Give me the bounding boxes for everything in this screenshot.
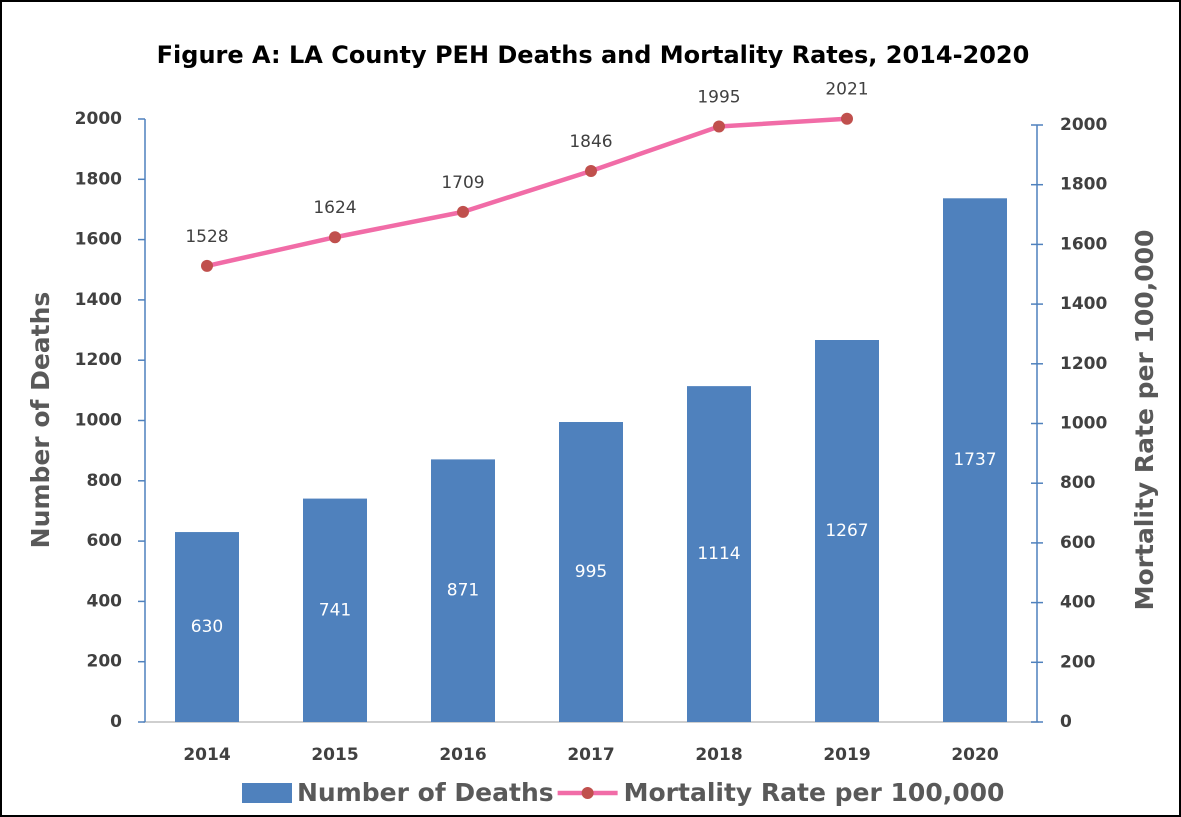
y2-tick-label: 0 bbox=[1060, 712, 1072, 732]
line-marker bbox=[713, 120, 725, 133]
y2-tick-label: 1000 bbox=[1060, 414, 1107, 434]
y2-tick-label: 800 bbox=[1060, 473, 1096, 493]
y-tick-label: 800 bbox=[87, 471, 123, 491]
line-marker bbox=[329, 231, 341, 244]
line-value-label: 1995 bbox=[697, 87, 740, 107]
bar-value-label: 630 bbox=[191, 617, 223, 637]
bar-value-label: 1737 bbox=[953, 450, 996, 470]
y2-tick-label: 400 bbox=[1060, 593, 1096, 613]
line bbox=[206, 116, 848, 269]
bar bbox=[943, 198, 1007, 722]
y2-tick-label: 600 bbox=[1060, 533, 1096, 553]
line-marker bbox=[457, 205, 469, 218]
bar-value-label: 871 bbox=[447, 581, 479, 601]
legend-label: Number of Deaths bbox=[297, 778, 554, 807]
y-tick-label: 2000 bbox=[75, 109, 122, 129]
y2-axis-title: Mortality Rate per 100,000 bbox=[1130, 230, 1159, 611]
y-tick-label: 1200 bbox=[75, 350, 122, 370]
x-tick-label: 2020 bbox=[951, 745, 998, 765]
bar-value-label: 995 bbox=[575, 562, 607, 582]
bar-value-label: 1267 bbox=[825, 521, 868, 541]
y-tick-label: 400 bbox=[87, 591, 123, 611]
line-value-label: 1846 bbox=[569, 132, 612, 152]
legend-marker bbox=[581, 787, 594, 799]
bar bbox=[431, 459, 495, 722]
bar bbox=[303, 498, 367, 722]
y-tick-label: 200 bbox=[87, 652, 123, 672]
bar-value-label: 741 bbox=[319, 600, 351, 620]
line-value-label: 1709 bbox=[441, 173, 484, 193]
line-marker bbox=[585, 164, 597, 177]
line-marker bbox=[841, 112, 853, 125]
y2-tick-label: 2000 bbox=[1060, 115, 1107, 135]
y2-tick-label: 1800 bbox=[1060, 175, 1107, 195]
x-tick-label: 2019 bbox=[823, 745, 870, 765]
line-value-label: 1624 bbox=[313, 198, 356, 218]
line-value-label: 1528 bbox=[185, 227, 228, 247]
y2-tick-label: 200 bbox=[1060, 652, 1096, 672]
x-tick-label: 2015 bbox=[311, 745, 358, 765]
x-tick-label: 2016 bbox=[439, 745, 486, 765]
y-tick-label: 1600 bbox=[75, 230, 122, 250]
y-tick-label: 1800 bbox=[75, 169, 122, 189]
bar bbox=[559, 422, 623, 722]
x-tick-label: 2018 bbox=[695, 745, 742, 765]
line-marker bbox=[201, 259, 213, 272]
y2-tick-label: 1400 bbox=[1060, 294, 1107, 314]
line-value-label: 2021 bbox=[825, 80, 868, 100]
y-tick-label: 1000 bbox=[75, 411, 122, 431]
y-axis-title: Number of Deaths bbox=[26, 292, 55, 549]
bar bbox=[687, 386, 751, 722]
x-tick-label: 2014 bbox=[183, 745, 230, 765]
bar-value-label: 1114 bbox=[697, 544, 740, 564]
y2-tick-label: 1200 bbox=[1060, 354, 1107, 374]
x-tick-label: 2017 bbox=[567, 745, 614, 765]
bar bbox=[815, 339, 879, 722]
y-tick-label: 0 bbox=[110, 712, 122, 732]
chart-title: Figure A: LA County PEH Deaths and Morta… bbox=[157, 41, 1030, 69]
legend-label: Mortality Rate per 100,000 bbox=[624, 778, 1005, 807]
y-tick-label: 600 bbox=[87, 531, 123, 551]
y2-tick-label: 1600 bbox=[1060, 234, 1107, 254]
y-tick-label: 1400 bbox=[75, 290, 122, 310]
legend-swatch bbox=[242, 783, 292, 803]
bar bbox=[175, 532, 239, 722]
